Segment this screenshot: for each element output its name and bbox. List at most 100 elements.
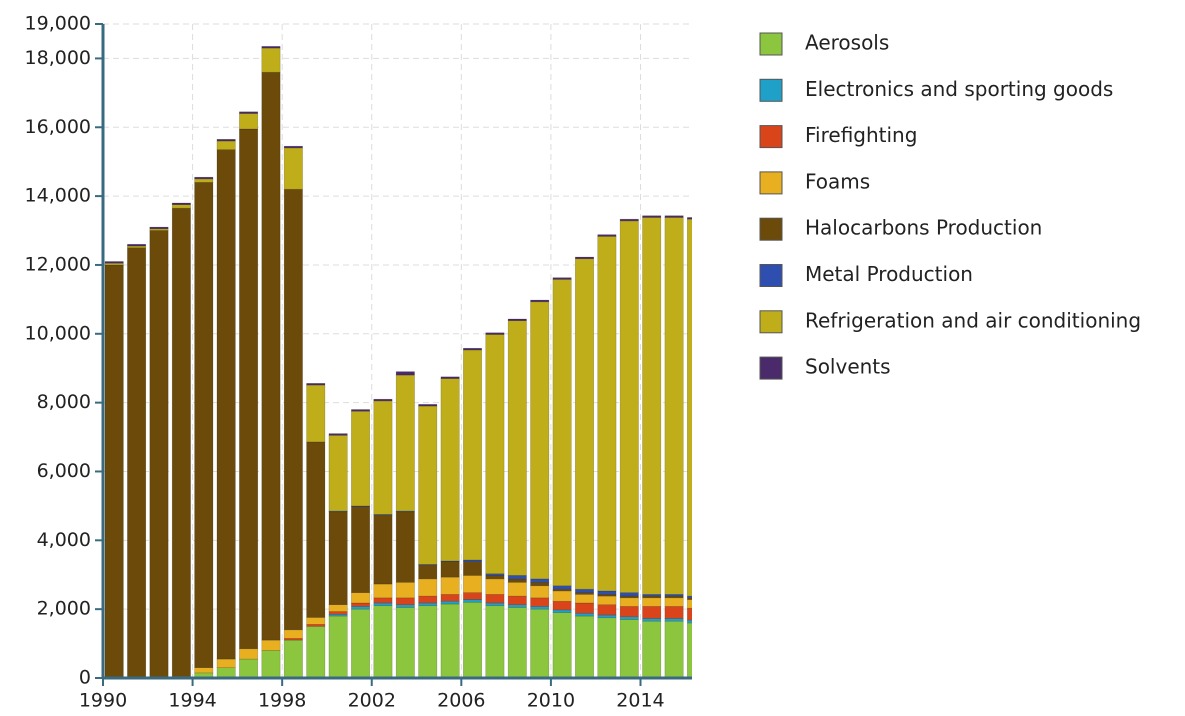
bar-segment <box>216 139 236 142</box>
bar-segment <box>418 578 438 597</box>
bar-segment <box>194 178 214 183</box>
bar-segment <box>530 299 550 303</box>
bar-segment <box>686 622 692 679</box>
bar-segment <box>507 607 527 679</box>
bar-segment <box>261 639 281 651</box>
legend-label: Firefighting <box>805 123 917 147</box>
y-tick-label: 8,000 <box>37 391 91 413</box>
bar-segment <box>664 215 684 218</box>
bar-segment <box>642 215 662 218</box>
bar-segment <box>664 217 684 595</box>
bar-segment <box>171 207 191 677</box>
bar-segment <box>530 606 550 610</box>
bar-segment <box>507 575 527 580</box>
bar-segment <box>619 597 639 607</box>
bar-segment <box>351 608 371 679</box>
bar-segment <box>575 612 594 617</box>
y-tick-label: 18,000 <box>25 47 91 69</box>
bar-segment <box>552 279 572 587</box>
bar-segment <box>194 667 214 674</box>
bar-segment <box>418 564 438 580</box>
bar-segment <box>597 234 617 237</box>
bar-segment <box>328 511 348 605</box>
bar-segment <box>373 605 393 679</box>
axes: 0 2,000 4,000 6,000 8,000 10,000 12,000 14,000 1… <box>25 13 692 712</box>
bar-segment <box>104 264 124 679</box>
legend-swatch <box>759 217 783 241</box>
bar-segment <box>440 600 460 605</box>
bar-segment <box>306 626 326 679</box>
y-tick-label: 4,000 <box>37 529 91 551</box>
bar-segment <box>351 602 371 607</box>
bar-segment <box>619 616 639 620</box>
bar-segment <box>239 648 259 660</box>
bar-segment <box>507 320 527 576</box>
bar-segment <box>395 604 415 608</box>
bar-segment <box>507 595 527 605</box>
bar-segment <box>440 560 460 562</box>
legend-label: Electronics and sporting goods <box>805 77 1113 101</box>
bar-segment <box>686 595 692 599</box>
bar-segment <box>395 371 415 376</box>
bar-segment <box>440 576 460 595</box>
bar-segment <box>440 603 460 679</box>
bar-segment <box>395 582 415 599</box>
x-tick-label: 1994 <box>168 690 216 712</box>
bar-segment <box>664 594 684 597</box>
bar-segment <box>575 615 594 679</box>
bar-segment <box>530 585 550 599</box>
bar-segment <box>642 618 662 622</box>
bar-segment <box>642 620 662 679</box>
legend-label: Solvents <box>805 355 891 379</box>
bar-segment <box>351 606 371 610</box>
legend-label: Metal Production <box>805 262 973 286</box>
bar-segment <box>306 441 326 618</box>
bar-segment <box>507 578 527 583</box>
bar-segment <box>664 606 684 619</box>
bar-segment <box>216 667 236 679</box>
bar-segment <box>328 435 348 512</box>
bar-segment <box>463 347 483 351</box>
legend-swatch <box>759 32 783 56</box>
bar-segment <box>597 595 617 605</box>
bar-segment <box>418 605 438 679</box>
y-tick-label: 14,000 <box>25 185 91 207</box>
bar-segment <box>395 597 415 605</box>
legend-swatch <box>759 78 783 102</box>
y-tick-label: 19,000 <box>25 13 91 35</box>
legend-swatch <box>759 125 783 149</box>
bar-segment <box>664 618 684 622</box>
bar-segment <box>552 600 572 611</box>
bar-segment <box>597 594 617 597</box>
bar-segment <box>597 604 617 616</box>
bar-segment <box>306 617 326 625</box>
bar-segment <box>552 585 572 590</box>
bar-segment <box>239 113 259 130</box>
bar-segment <box>530 301 550 580</box>
bar-segment <box>530 608 550 679</box>
bar-segment <box>463 592 483 600</box>
bar-segment <box>239 128 259 650</box>
bar-segment <box>328 604 348 612</box>
bar-segment <box>351 592 371 604</box>
x-tick-label: 2014 <box>616 690 664 712</box>
bar-segment <box>530 582 550 587</box>
bar-segment <box>575 602 594 614</box>
bar-segment <box>373 583 393 599</box>
bar-segment <box>283 639 303 679</box>
bar-segment <box>418 405 438 565</box>
bar-segment <box>552 277 572 280</box>
y-tick-label: 0 <box>79 667 91 689</box>
bar-segment <box>440 561 460 578</box>
bar-segment <box>104 261 124 264</box>
bar-segment <box>575 592 594 595</box>
bar-segment <box>686 218 692 597</box>
bar-segment <box>306 624 326 627</box>
bar-segment <box>507 604 527 608</box>
bar-segment <box>395 607 415 679</box>
bar-segment <box>575 256 594 260</box>
bar-segment <box>216 140 236 150</box>
bar-segment <box>351 409 371 412</box>
bar-segment <box>507 582 527 597</box>
